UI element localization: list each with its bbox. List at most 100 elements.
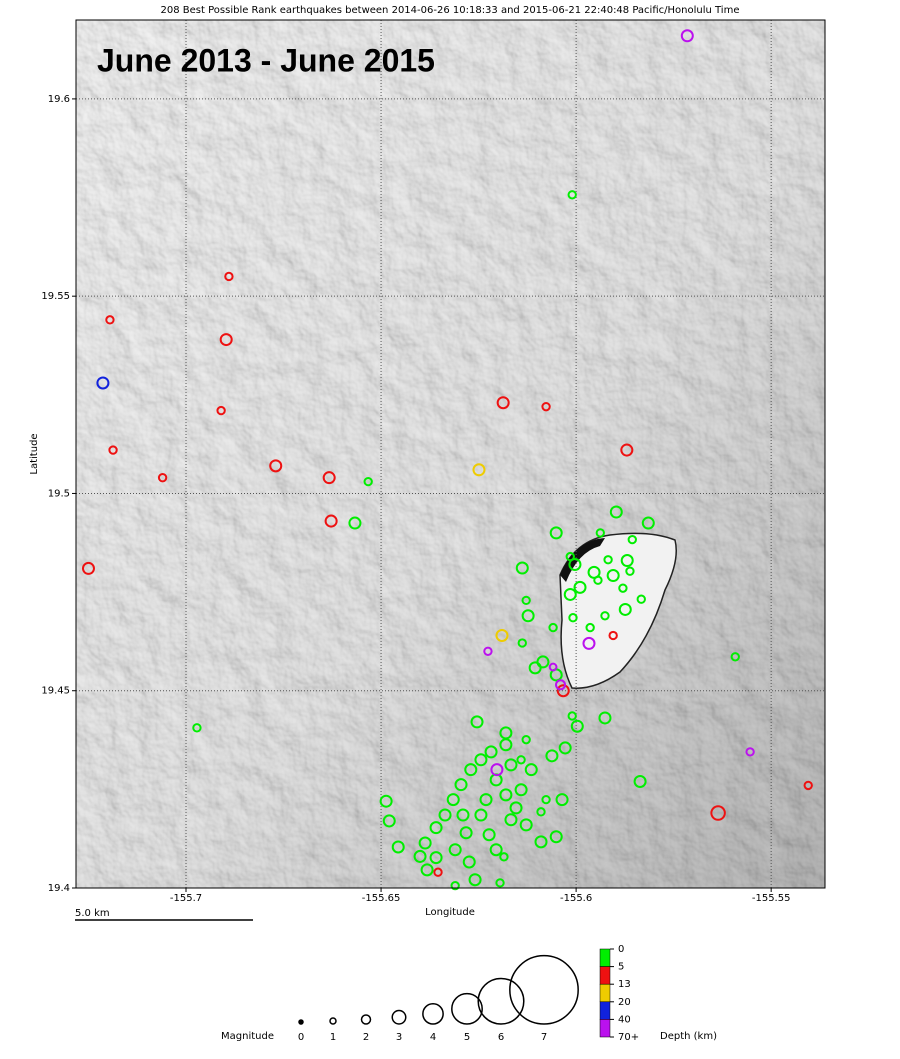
size-legend-circle [509, 954, 579, 1025]
earthquake [549, 526, 563, 540]
plot-frame [75, 19, 826, 889]
earthquake [483, 646, 493, 656]
earthquake [595, 528, 605, 538]
earthquake [322, 471, 336, 485]
y-tick-label: 19.4 [48, 883, 70, 894]
earthquake [462, 855, 476, 869]
earthquake [474, 753, 488, 767]
earthquake [567, 711, 577, 721]
earthquake [413, 849, 427, 863]
depth-legend-label: 70+ [618, 1032, 639, 1043]
earthquake [454, 778, 468, 792]
earthquake [468, 873, 482, 887]
depth-legend-title: Depth (km) [660, 1031, 717, 1042]
earthquake [224, 271, 234, 282]
earthquake [516, 755, 526, 765]
earthquake [105, 315, 115, 325]
earthquake [745, 747, 755, 757]
earthquake [541, 401, 551, 412]
earthquake [710, 805, 726, 821]
earthquake [680, 29, 694, 43]
earthquake [495, 878, 505, 888]
depth-legend-label: 0 [618, 944, 624, 955]
depth-legend-swatch [599, 966, 611, 985]
size-legend-title: Magnitude [221, 1031, 274, 1042]
earthquake [618, 583, 628, 593]
earthquake [509, 801, 523, 815]
earthquake [567, 190, 577, 200]
depth-legend-swatch [599, 948, 611, 967]
earthquake [593, 575, 603, 585]
earthquake [521, 734, 531, 745]
earthquake [514, 783, 528, 797]
earthquake [379, 794, 393, 808]
earthquake [620, 554, 634, 568]
earthquake [521, 595, 531, 606]
earthquake [598, 711, 612, 725]
earthquake [456, 808, 470, 822]
earthquake [363, 476, 373, 487]
earthquake [479, 793, 493, 807]
depth-legend-swatch [599, 1019, 611, 1038]
size-legend-label: 5 [464, 1032, 470, 1043]
depth-legend-label: 13 [618, 979, 631, 990]
terrain-texture [76, 20, 825, 888]
earthquake [504, 813, 518, 827]
earthquake [627, 534, 637, 545]
earthquake [568, 613, 578, 623]
earthquake [484, 745, 498, 759]
earthquake [269, 459, 283, 473]
depth-legend-label: 20 [618, 997, 631, 1008]
y-tick-label: 19.6 [48, 94, 70, 105]
earthquake [324, 514, 338, 528]
y-tick-label: 19.45 [41, 686, 70, 697]
size-legend-circle [329, 1017, 337, 1025]
earthquake [438, 808, 452, 822]
earthquake [433, 867, 443, 877]
earthquake [348, 516, 362, 530]
size-legend-label: 2 [363, 1032, 369, 1043]
earthquake [606, 569, 620, 583]
x-axis-label: Longitude [425, 907, 475, 918]
earthquake [600, 611, 610, 621]
y-tick-label: 19.5 [48, 488, 70, 499]
size-legend-label: 6 [498, 1032, 504, 1043]
x-tick-label: -155.65 [362, 893, 401, 904]
earthquake [459, 826, 473, 840]
earthquake [625, 566, 635, 576]
earthquake [429, 821, 443, 835]
earthquake [108, 445, 118, 455]
earthquake [157, 472, 168, 483]
earthquake [499, 726, 513, 740]
earthquake [636, 594, 646, 604]
period-annotation: June 2013 - June 2015 [97, 42, 435, 78]
earthquake [608, 630, 618, 641]
earthquake [641, 516, 655, 530]
earthquake [545, 749, 559, 763]
earthquake [192, 723, 202, 733]
size-legend-circle [360, 1014, 372, 1025]
earthquake [96, 376, 110, 390]
earthquake [568, 557, 582, 571]
depth-legend-label: 40 [618, 1014, 631, 1025]
earthquake [464, 763, 478, 777]
earthquake [429, 851, 443, 865]
earthquake [219, 333, 233, 347]
size-legend-label: 3 [396, 1032, 402, 1043]
earthquake [555, 679, 567, 691]
x-tick-label: -155.6 [560, 893, 592, 904]
earthquake [519, 818, 533, 832]
earthquake [515, 561, 529, 575]
earthquake [391, 840, 405, 854]
earthquake [490, 763, 504, 777]
earthquake [446, 793, 460, 807]
x-tick-label: -155.55 [752, 893, 791, 904]
earthquake [548, 662, 558, 672]
earthquake [470, 715, 484, 729]
size-legend-circle [391, 1009, 407, 1025]
earthquake [499, 852, 509, 862]
earthquake [524, 763, 538, 777]
earthquake [582, 636, 596, 650]
y-axis-label: Latitude [29, 433, 40, 474]
